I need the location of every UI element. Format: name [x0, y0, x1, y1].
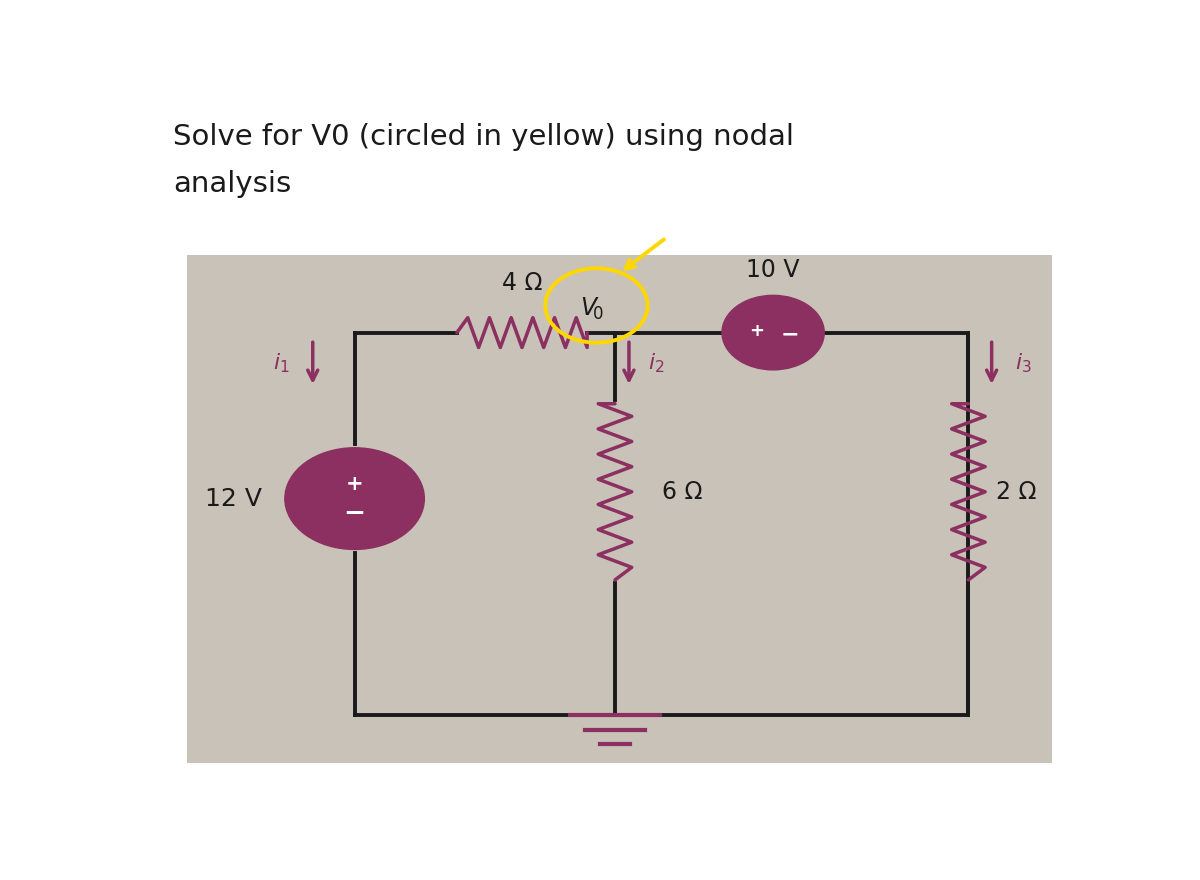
- Text: +: +: [749, 321, 764, 340]
- Text: 2 Ω: 2 Ω: [996, 480, 1037, 504]
- Text: +: +: [346, 473, 364, 494]
- Text: analysis: analysis: [173, 170, 292, 198]
- Circle shape: [284, 448, 425, 549]
- Text: 10 V: 10 V: [746, 258, 800, 282]
- Bar: [187, 254, 1052, 763]
- Text: 12 V: 12 V: [205, 487, 262, 510]
- Text: −: −: [343, 501, 366, 526]
- Text: 4 Ω: 4 Ω: [502, 271, 542, 296]
- Text: $i_2$: $i_2$: [648, 351, 664, 375]
- Circle shape: [722, 296, 824, 370]
- Text: $\mathit{V\!_0}$: $\mathit{V\!_0}$: [580, 296, 604, 322]
- Text: −: −: [780, 325, 799, 345]
- Text: $i_1$: $i_1$: [272, 351, 289, 375]
- Text: Solve for V0 (circled in yellow) using nodal: Solve for V0 (circled in yellow) using n…: [173, 122, 794, 150]
- Text: $i_3$: $i_3$: [1015, 351, 1032, 375]
- Text: 6 Ω: 6 Ω: [661, 480, 702, 504]
